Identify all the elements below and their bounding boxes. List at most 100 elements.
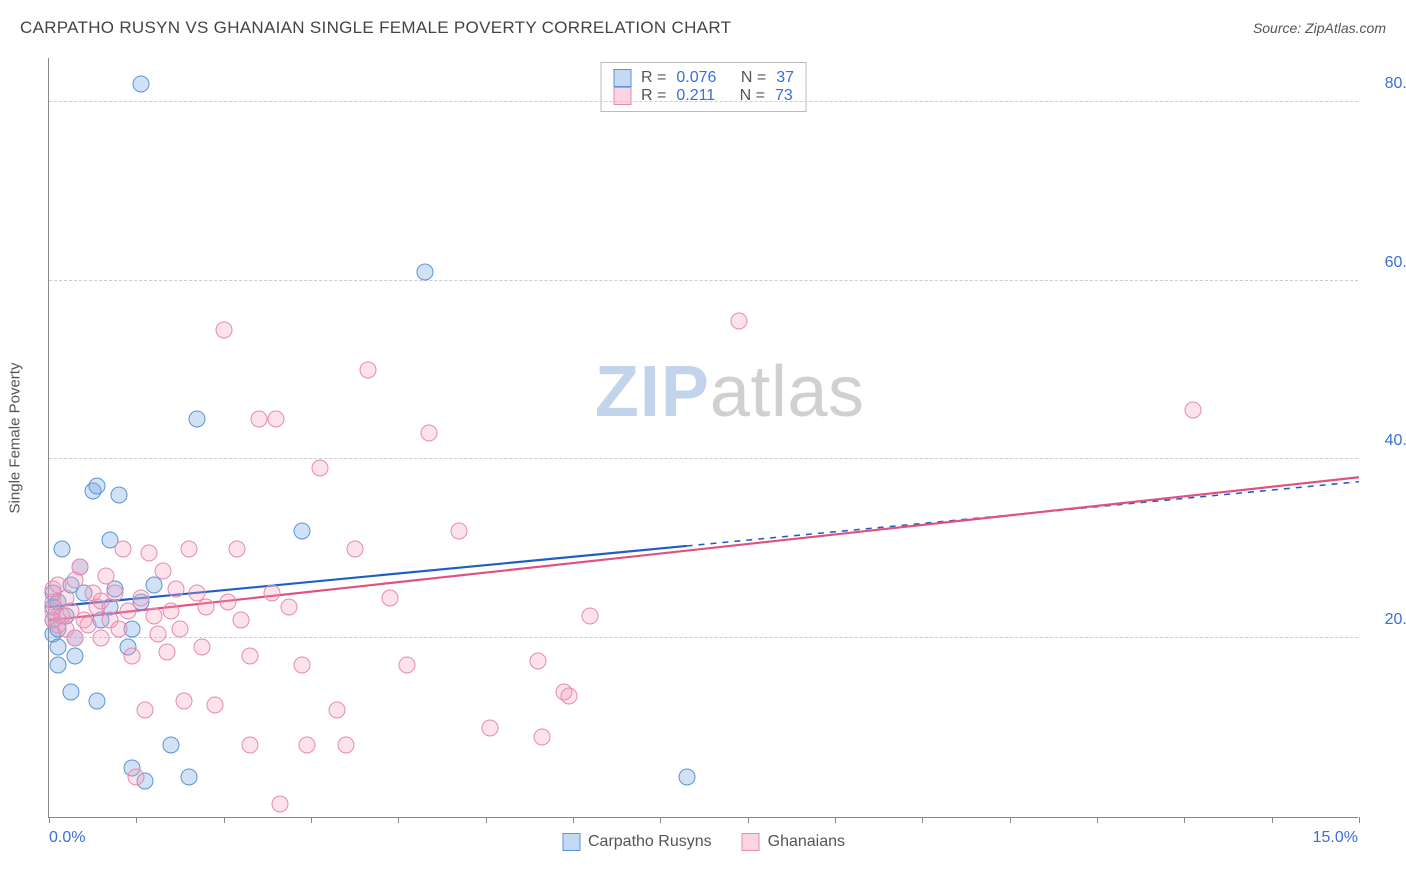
x-tick (1010, 817, 1011, 823)
data-point-ghanaian (381, 589, 398, 606)
r-value-carpatho: 0.076 (676, 69, 716, 87)
data-point-ghanaian (110, 621, 127, 638)
data-point-ghanaian (560, 688, 577, 705)
data-point-carpatho (294, 522, 311, 539)
x-tick (49, 817, 50, 823)
data-point-ghanaian (176, 692, 193, 709)
data-point-carpatho (163, 737, 180, 754)
data-point-ghanaian (206, 697, 223, 714)
x-tick (660, 817, 661, 823)
gridline-h (49, 280, 1358, 281)
trendlines (49, 57, 1359, 817)
data-point-ghanaian (534, 728, 551, 745)
data-point-ghanaian (97, 567, 114, 584)
x-tick (835, 817, 836, 823)
x-tick (922, 817, 923, 823)
x-tick (224, 817, 225, 823)
data-point-carpatho (89, 692, 106, 709)
x-tick (311, 817, 312, 823)
legend-series: Carpatho Rusyns Ghanaians (562, 833, 845, 851)
x-tick (1097, 817, 1098, 823)
data-point-carpatho (678, 768, 695, 785)
gridline-h (49, 637, 1358, 638)
data-point-carpatho (416, 263, 433, 280)
data-point-ghanaian (119, 603, 136, 620)
data-point-ghanaian (150, 625, 167, 642)
data-point-carpatho (67, 648, 84, 665)
data-point-ghanaian (128, 768, 145, 785)
data-point-ghanaian (71, 558, 88, 575)
r-label: R = (641, 87, 666, 105)
data-point-ghanaian (220, 594, 237, 611)
source-name: ZipAtlas.com (1305, 20, 1386, 36)
y-tick-label: 40.0% (1365, 432, 1406, 450)
data-point-carpatho (49, 657, 66, 674)
gridline-h (49, 458, 1358, 459)
data-point-ghanaian (241, 737, 258, 754)
data-point-ghanaian (154, 563, 171, 580)
data-point-ghanaian (582, 607, 599, 624)
data-point-ghanaian (123, 648, 140, 665)
swatch-blue (562, 833, 580, 851)
x-tick (486, 817, 487, 823)
data-point-ghanaian (163, 603, 180, 620)
series-name-ghanaian: Ghanaians (768, 833, 845, 851)
data-point-ghanaian (106, 585, 123, 602)
data-point-ghanaian (215, 321, 232, 338)
data-point-carpatho (49, 639, 66, 656)
data-point-ghanaian (530, 652, 547, 669)
data-point-ghanaian (272, 795, 289, 812)
watermark-atlas: atlas (710, 352, 865, 432)
n-value-ghanaian: 73 (775, 87, 793, 105)
data-point-ghanaian (730, 312, 747, 329)
trend-solid-ghanaian (49, 477, 1359, 620)
data-point-carpatho (189, 411, 206, 428)
x-tick (748, 817, 749, 823)
swatch-pink (613, 87, 631, 105)
data-point-ghanaian (281, 598, 298, 615)
trend-dashed-carpatho (687, 482, 1359, 546)
data-point-ghanaian (329, 701, 346, 718)
n-label: N = (740, 87, 765, 105)
source-attribution: Source: ZipAtlas.com (1253, 20, 1386, 36)
watermark: ZIPatlas (595, 351, 865, 433)
r-value-ghanaian: 0.211 (676, 87, 715, 105)
y-tick-label: 20.0% (1365, 611, 1406, 629)
data-point-carpatho (110, 487, 127, 504)
data-point-ghanaian (141, 545, 158, 562)
x-tick (1272, 817, 1273, 823)
gridline-h (49, 101, 1358, 102)
data-point-carpatho (54, 540, 71, 557)
data-point-ghanaian (268, 411, 285, 428)
legend-row-carpatho: R = 0.076 N = 37 (613, 69, 794, 87)
legend-row-ghanaian: R = 0.211 N = 73 (613, 87, 794, 105)
data-point-ghanaian (158, 643, 175, 660)
data-point-ghanaian (482, 719, 499, 736)
data-point-ghanaian (420, 424, 437, 441)
legend-item-ghanaian: Ghanaians (742, 833, 845, 851)
data-point-carpatho (132, 75, 149, 92)
data-point-ghanaian (193, 639, 210, 656)
data-point-ghanaian (172, 621, 189, 638)
x-tick-label: 0.0% (49, 829, 85, 847)
x-tick (1184, 817, 1185, 823)
data-point-ghanaian (250, 411, 267, 428)
chart-title: CARPATHO RUSYN VS GHANAIAN SINGLE FEMALE… (20, 18, 731, 38)
n-label: N = (741, 69, 766, 87)
data-point-ghanaian (137, 701, 154, 718)
data-point-ghanaian (337, 737, 354, 754)
data-point-ghanaian (241, 648, 258, 665)
data-point-ghanaian (399, 657, 416, 674)
data-point-ghanaian (294, 657, 311, 674)
x-tick-label: 15.0% (1313, 829, 1358, 847)
data-point-ghanaian (298, 737, 315, 754)
data-point-ghanaian (67, 630, 84, 647)
x-tick (573, 817, 574, 823)
data-point-ghanaian (93, 630, 110, 647)
data-point-ghanaian (359, 361, 376, 378)
swatch-pink (742, 833, 760, 851)
legend-stats: R = 0.076 N = 37 R = 0.211 N = 73 (600, 62, 807, 112)
data-point-ghanaian (180, 540, 197, 557)
n-value-carpatho: 37 (776, 69, 794, 87)
y-tick-label: 60.0% (1365, 254, 1406, 272)
